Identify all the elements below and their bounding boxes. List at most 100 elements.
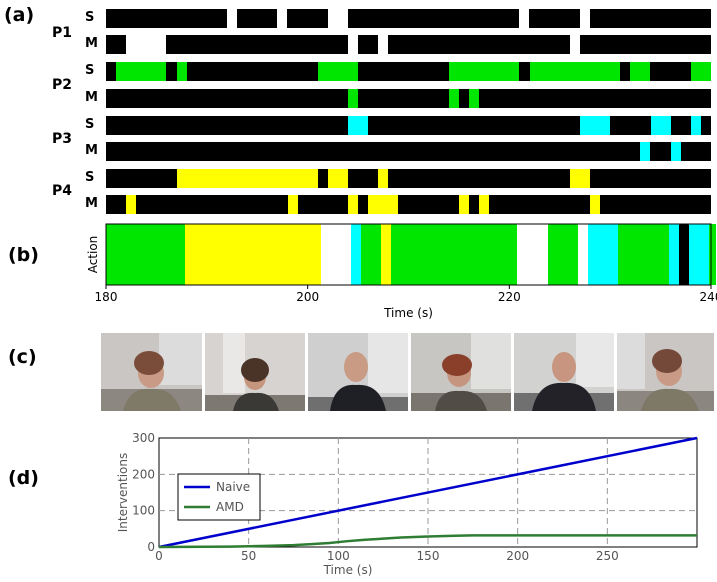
action-segment: [361, 224, 382, 285]
row-label: S: [85, 10, 95, 25]
action-segment: [577, 224, 588, 285]
row-label: M: [85, 90, 98, 105]
x-tick-label: 200: [296, 290, 319, 304]
timeline-segment: [348, 195, 359, 214]
timeline-segment: [479, 195, 490, 214]
timeline-segment: [126, 195, 137, 214]
row-label: S: [85, 170, 95, 185]
timeline-segment: [176, 169, 318, 188]
series-line-naive: [158, 436, 698, 549]
timeline-segment: [348, 35, 359, 54]
person-p3-photo-2: [514, 333, 614, 411]
video-frame-4: [411, 333, 511, 411]
x-tick-label: 0: [155, 549, 163, 563]
interventions-xlabel: Time (s): [323, 563, 373, 577]
timeline-segment: [378, 35, 389, 54]
person-p2-photo: [205, 333, 305, 411]
legend-label: AMD: [216, 500, 244, 514]
timeline-segment: [277, 9, 288, 28]
interventions-ylabel: Interventions: [116, 453, 130, 533]
timeline-segment: [287, 195, 298, 214]
action-segment: [668, 224, 679, 285]
video-frame-2: [205, 333, 305, 411]
timeline-segment: [116, 62, 167, 81]
action-segment: [184, 224, 321, 285]
timeline-segment: [378, 169, 389, 188]
x-tick-label: 250: [596, 549, 619, 563]
timeline-segment: [348, 89, 359, 108]
y-tick-label: 200: [132, 467, 155, 481]
panel-label-c: (c): [8, 346, 37, 368]
x-tick-label: 180: [95, 290, 118, 304]
action-segment: [517, 224, 548, 285]
timeline-row: [106, 142, 711, 161]
timeline-segment: [670, 142, 681, 161]
timeline-segment: [448, 62, 520, 81]
action-segment: [618, 224, 669, 285]
timeline-segment: [529, 62, 621, 81]
action-segment: [391, 224, 518, 285]
timeline-segment: [469, 89, 480, 108]
action-segment: [708, 224, 717, 285]
timeline-segment: [176, 62, 187, 81]
person-p4-photo-2: [617, 333, 714, 411]
timeline-row: [106, 89, 711, 108]
action-segment: [381, 224, 392, 285]
timeline-segment: [317, 62, 359, 81]
timeline-segment: [690, 116, 701, 135]
action-segment: [678, 224, 689, 285]
timeline-segment: [590, 195, 601, 214]
action-segment: [547, 224, 578, 285]
action-timeline: [106, 224, 717, 285]
timeline-row: [106, 35, 711, 54]
panel-label-b: (b): [8, 244, 39, 266]
person-p2-photo-2: [411, 333, 511, 411]
x-tick-label: 100: [327, 549, 350, 563]
panel-label-a: (a): [4, 4, 35, 26]
x-tick-label: 150: [417, 549, 440, 563]
participant-label: P2: [52, 77, 73, 93]
row-label: M: [85, 196, 98, 211]
row-label: S: [85, 117, 95, 132]
video-frame-3: [308, 333, 408, 411]
video-frame-1: [101, 333, 202, 411]
timeline-segment: [640, 142, 651, 161]
timeline-segment: [579, 116, 611, 135]
panel-label-d: (d): [8, 467, 39, 489]
timeline-segment: [458, 195, 469, 214]
participant-label: P3: [52, 131, 73, 147]
timeline-segment: [569, 169, 590, 188]
timeline-row: [106, 116, 711, 135]
timeline-segment: [569, 35, 580, 54]
action-ylabel: Action: [86, 236, 100, 274]
x-tick-label: 200: [506, 549, 529, 563]
timeline-segment: [650, 116, 671, 135]
video-frame-6: [617, 333, 714, 411]
timeline-segment: [579, 9, 590, 28]
legend-label: Naive: [216, 480, 250, 494]
action-segment: [320, 224, 352, 285]
timeline-segment: [690, 62, 711, 81]
y-tick-label: 300: [132, 431, 155, 445]
action-segment: [351, 224, 362, 285]
action-frame: [105, 223, 712, 286]
x-tick-label: 220: [498, 290, 521, 304]
timeline-segment: [348, 116, 369, 135]
y-tick-label: 0: [147, 540, 155, 554]
participant-label: P4: [52, 183, 73, 199]
person-p4-photo: [101, 333, 202, 411]
timeline-segment: [227, 9, 238, 28]
x-tick-label: 240: [700, 290, 717, 304]
action-segment: [106, 224, 185, 285]
action-segment: [587, 224, 619, 285]
timeline-segment: [448, 89, 459, 108]
row-label: M: [85, 36, 98, 51]
action-xlabel: Time (s): [383, 306, 433, 320]
timeline-row: [106, 195, 711, 214]
timeline-segment: [630, 62, 651, 81]
y-tick-label: 100: [132, 504, 155, 518]
video-frame-5: [514, 333, 614, 411]
timeline-segment: [327, 169, 348, 188]
person-p3-photo: [308, 333, 408, 411]
row-label: S: [85, 63, 95, 78]
